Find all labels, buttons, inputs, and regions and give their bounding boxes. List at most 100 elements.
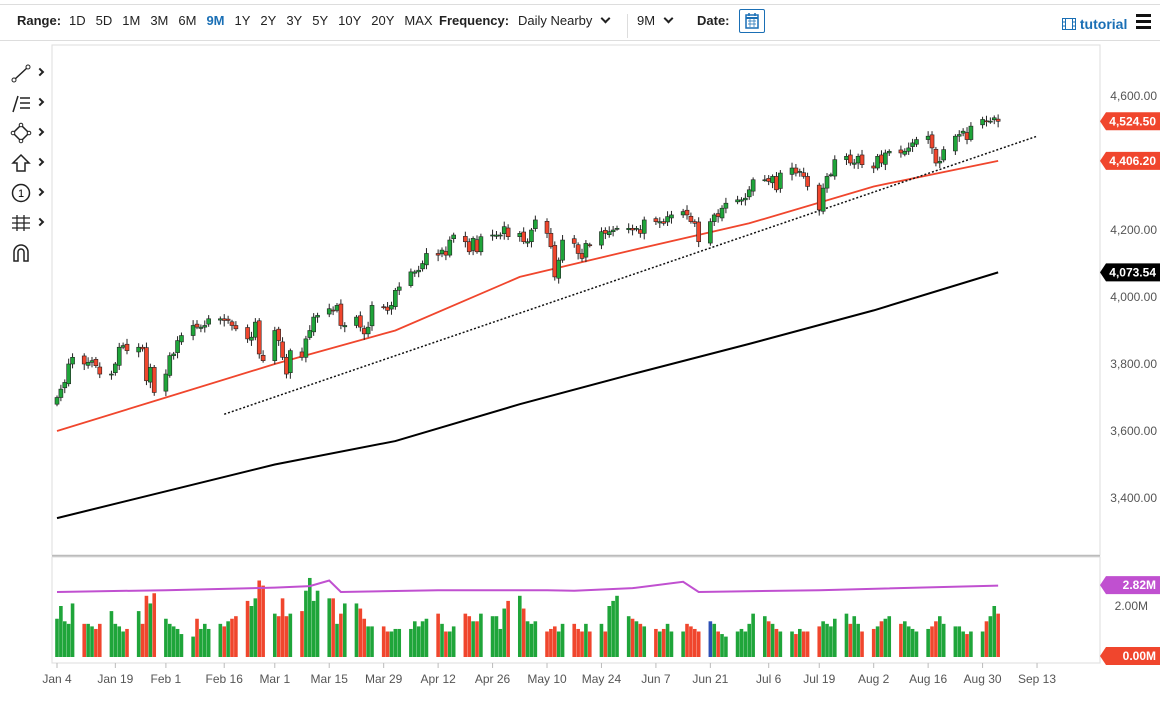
volume-bar — [55, 618, 59, 657]
range-9m[interactable]: 9M — [206, 13, 225, 28]
range-10y[interactable]: 10Y — [338, 13, 362, 28]
candle — [521, 231, 526, 243]
trendline-tool-icon — [11, 64, 31, 83]
hamburger-menu-icon[interactable] — [1136, 14, 1151, 32]
candle — [478, 236, 484, 253]
volume-bar — [938, 616, 942, 657]
volume-bar — [125, 628, 129, 657]
volume-bar — [654, 628, 658, 657]
axes-layer: 4,600.00 4,200.00 4,000.00 3,800.00 3,600.00… — [42, 89, 1160, 686]
volume-avg-tag: 2.82M — [1100, 576, 1160, 595]
annotation-tool[interactable]: 1 — [8, 180, 48, 210]
trendline-tool[interactable] — [8, 60, 48, 90]
candle — [746, 189, 752, 198]
shape-tool[interactable] — [8, 120, 48, 150]
volume-bar — [770, 623, 775, 657]
candle — [793, 167, 799, 174]
volume-average-line — [56, 579, 999, 593]
measure-tool[interactable] — [8, 210, 48, 240]
volume-bar — [797, 628, 802, 657]
magnet-tool[interactable] — [8, 240, 48, 270]
fibonacci-tool[interactable] — [8, 90, 48, 120]
range-3y[interactable]: 3Y — [286, 13, 303, 28]
range-20y[interactable]: 20Y — [371, 13, 395, 28]
price-tick-label: 3,400.00 — [1110, 491, 1157, 505]
range-5y[interactable]: 5Y — [312, 13, 329, 28]
candle — [140, 346, 145, 350]
volume-bar — [805, 631, 810, 657]
volume-bar — [642, 626, 647, 657]
candle — [575, 244, 581, 254]
range-2y[interactable]: 2Y — [260, 13, 277, 28]
x-tick-label: Apr 12 — [420, 672, 456, 686]
volume-bar — [479, 613, 483, 657]
candle — [218, 318, 223, 321]
candle — [342, 325, 348, 328]
volume-bar — [681, 631, 685, 657]
candle — [120, 345, 126, 348]
volume-bar — [424, 618, 429, 657]
last-price-tag-bg — [1100, 112, 1160, 131]
period-value: 9M — [637, 13, 656, 28]
volume-bar — [234, 616, 238, 657]
volume-bar — [463, 613, 468, 657]
volume-bar — [883, 618, 888, 657]
volume-bar — [97, 623, 102, 657]
candle — [579, 253, 585, 259]
date-picker-button[interactable] — [739, 9, 765, 33]
arrow-tool[interactable] — [8, 150, 48, 180]
volume-bar — [980, 631, 985, 657]
divider — [627, 14, 628, 38]
volume-bar — [545, 631, 549, 657]
candle — [805, 176, 810, 187]
candle — [661, 221, 666, 224]
candle — [447, 239, 453, 256]
volume-bar — [848, 623, 853, 657]
candle — [571, 238, 577, 244]
candle — [315, 315, 320, 318]
volume-bar — [451, 626, 456, 657]
x-tick-label: Jun 21 — [692, 672, 728, 686]
candle — [113, 363, 118, 374]
range-3m[interactable]: 3M — [150, 13, 169, 28]
range-1m[interactable]: 1M — [122, 13, 141, 28]
tutorial-link[interactable]: tutorial — [1062, 16, 1127, 32]
volume-bar — [70, 603, 75, 657]
range-1d[interactable]: 1D — [69, 13, 86, 28]
candle — [260, 354, 266, 361]
x-tick-label: Mar 15 — [311, 672, 349, 686]
candle — [66, 363, 71, 385]
candle — [202, 325, 208, 328]
candle — [70, 356, 75, 365]
volume-bar — [288, 613, 293, 657]
volume-bar — [992, 606, 997, 657]
frequency-dropdown[interactable]: Daily Nearby — [518, 13, 611, 28]
candle — [81, 355, 87, 365]
volume-bar — [630, 618, 635, 657]
candle — [490, 234, 495, 237]
volume-avg-tag-bg — [1100, 576, 1160, 595]
candle — [898, 149, 904, 154]
volume-bar — [62, 621, 67, 657]
candle — [148, 367, 153, 383]
range-1y[interactable]: 1Y — [234, 13, 251, 28]
volume-bar — [498, 628, 503, 657]
period-dropdown[interactable]: 9M — [637, 13, 674, 28]
range-6m[interactable]: 6M — [178, 13, 197, 28]
range-max[interactable]: MAX — [404, 13, 433, 28]
volume-bar — [751, 613, 755, 657]
drawing-tools: 1 — [8, 60, 48, 270]
x-tick-label: Jul 6 — [756, 672, 782, 686]
candle — [93, 359, 99, 366]
candle — [770, 176, 775, 184]
ma200-tag-bg — [1100, 263, 1160, 282]
volume-zero-tag-bg — [1100, 647, 1160, 665]
candle — [62, 382, 68, 389]
volume-bar — [276, 616, 281, 657]
volume-bar — [525, 621, 530, 657]
volume-bar — [506, 600, 510, 657]
candle — [914, 139, 919, 145]
range-5d[interactable]: 5D — [95, 13, 113, 28]
candle — [929, 134, 935, 149]
